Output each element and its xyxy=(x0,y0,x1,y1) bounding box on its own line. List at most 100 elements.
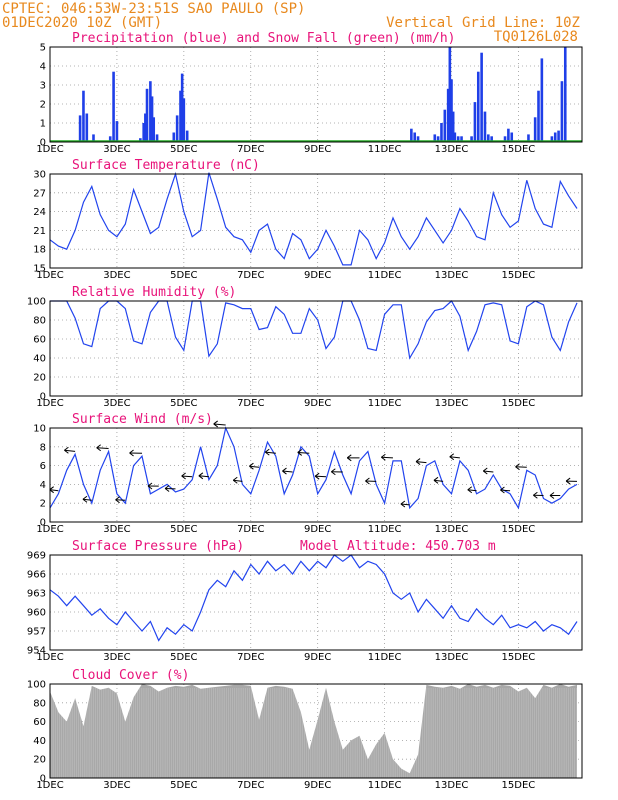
wind-arrow-head xyxy=(181,475,186,480)
wind-arrow-head xyxy=(282,470,287,475)
wind-arrow-head xyxy=(467,489,473,494)
x-tick-label: 1DEC xyxy=(36,652,63,663)
wind-arrow xyxy=(265,451,276,454)
wind-arrow-head xyxy=(346,457,352,462)
x-tick-label: 11DEC xyxy=(368,780,402,791)
y-tick-label: 0 xyxy=(40,774,46,785)
precip-bar xyxy=(139,138,142,142)
wind-arrow-head xyxy=(433,479,439,484)
x-tick-label: 15DEC xyxy=(502,398,536,409)
header-location: CPTEC: 046:53W-23:51S SAO PAULO (SP) xyxy=(2,1,305,17)
x-tick-label: 9DEC xyxy=(304,524,331,535)
wind-arrow-head xyxy=(164,488,170,492)
precip-bar xyxy=(142,123,145,142)
x-tick-label: 3DEC xyxy=(103,780,130,791)
panel-frame xyxy=(49,554,583,651)
wind-arrow xyxy=(249,465,260,468)
x-tick-label: 13DEC xyxy=(435,524,469,535)
x-tick-label: 9DEC xyxy=(304,398,331,409)
panel-6: Cloud Cover (%) 0 20 40 60 80 100 1DEC 3DEC 5DEC 7… xyxy=(27,668,583,791)
wind-arrow-head xyxy=(346,454,352,459)
wind-arrow xyxy=(483,470,494,473)
precip-bar xyxy=(507,128,510,142)
x-tick-label: 15DEC xyxy=(502,780,536,791)
precip-bar xyxy=(533,117,537,142)
y-tick-label: 21 xyxy=(33,226,46,237)
y-tick-label: 30 xyxy=(33,170,46,181)
precip-bar xyxy=(433,134,437,142)
precip-bar xyxy=(150,96,154,142)
x-tick-label: 11DEC xyxy=(368,144,402,155)
wind-arrow xyxy=(282,470,293,473)
precip-bar xyxy=(108,136,112,142)
precip-bar xyxy=(540,58,544,142)
wind-arrow-head xyxy=(331,468,336,473)
wind-arrow xyxy=(467,489,477,492)
x-tick-label: 11DEC xyxy=(368,270,402,281)
y-tick-label: 27 xyxy=(33,188,46,199)
y-tick-label: 8 xyxy=(40,442,46,453)
y-tick-label: 3 xyxy=(40,81,46,92)
wind-arrow-head xyxy=(449,456,455,461)
precip-bar xyxy=(476,71,480,142)
x-tick-label: 9DEC xyxy=(304,652,331,663)
y-tick-label: 18 xyxy=(33,245,46,256)
wind-arrow-head xyxy=(415,458,421,462)
wind-arrow xyxy=(515,466,527,468)
precip-bar xyxy=(172,132,176,142)
x-tick-label: 13DEC xyxy=(435,270,469,281)
wind-arrow-head xyxy=(232,479,238,484)
wind-arrow-head xyxy=(533,491,538,496)
wind-arrow-head xyxy=(482,470,488,475)
wind-arrow xyxy=(381,456,393,459)
wind-arrow-head xyxy=(249,465,254,470)
y-tick-label: 24 xyxy=(33,207,46,218)
y-tick-label: 40 xyxy=(33,354,46,365)
series-line xyxy=(49,426,578,510)
wind-arrow-head xyxy=(365,480,370,485)
precip-bar xyxy=(527,134,530,142)
chart-panels: Precipitation (blue) and Snow Fall (gree… xyxy=(27,31,583,791)
panel-5: Surface Pressure (hPa) Model Altitude: 45… xyxy=(27,539,583,663)
wind-arrow-head xyxy=(82,495,88,500)
header-date: 01DEC2020 10Z (GMT) xyxy=(2,15,162,31)
precip-bar xyxy=(185,130,189,142)
wind-arrow-head xyxy=(515,463,520,468)
y-tick-label: 100 xyxy=(27,680,46,691)
wind-arrow-head xyxy=(500,486,505,491)
panel-4: Surface Wind (m/s) 0 2 4 6 8 10 1DEC 3DEC 5DEC 7DE… xyxy=(33,412,583,535)
wind-arrow-head xyxy=(147,482,153,487)
precip-bar xyxy=(443,109,447,142)
wind-arrow xyxy=(500,489,511,492)
y-tick-label: 20 xyxy=(33,755,46,766)
x-tick-label: 5DEC xyxy=(170,652,197,663)
x-tick-label: 1DEC xyxy=(36,398,63,409)
precip-bar xyxy=(550,136,554,142)
x-tick-label: 5DEC xyxy=(170,398,197,409)
x-tick-label: 7DEC xyxy=(237,144,264,155)
x-tick-label: 13DEC xyxy=(435,398,469,409)
x-tick-label: 9DEC xyxy=(304,144,331,155)
wind-arrow-head xyxy=(467,486,473,491)
wind-arrow-head xyxy=(549,495,555,499)
x-tick-label: 3DEC xyxy=(103,398,130,409)
wind-arrow-head xyxy=(249,462,254,467)
y-tick-label: 0 xyxy=(40,392,46,403)
wind-arrow-head xyxy=(565,477,571,482)
wind-arrow-head xyxy=(365,477,370,482)
wind-arrow-head xyxy=(515,466,520,471)
panel-annotation: Model Altitude: 450.703 m xyxy=(300,539,496,554)
y-tick-label: 2 xyxy=(40,499,46,510)
wind-arrow-head xyxy=(400,500,406,505)
x-tick-label: 13DEC xyxy=(435,652,469,663)
wind-arrow xyxy=(449,456,460,459)
wind-arrow-head xyxy=(400,503,406,508)
wind-arrow-head xyxy=(449,453,455,458)
x-tick-label: 7DEC xyxy=(237,652,264,663)
header-grid-note: Vertical Grid Line: 10Z xyxy=(386,15,580,31)
wind-arrow-head xyxy=(115,496,120,501)
wind-arrow-head xyxy=(181,472,186,477)
precip-bar xyxy=(456,136,460,142)
y-tick-label: 60 xyxy=(33,335,46,346)
